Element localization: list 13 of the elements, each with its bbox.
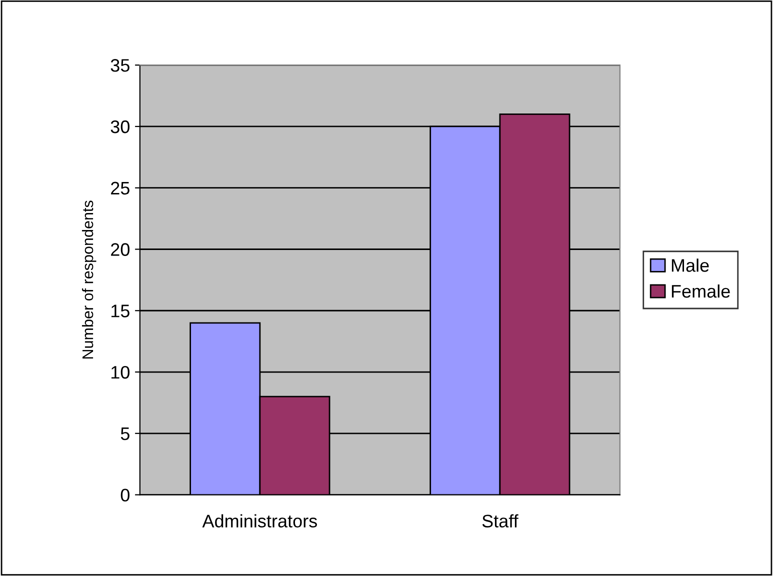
x-tick-label: Staff [482, 514, 518, 528]
y-tick-label: 20 [111, 243, 130, 256]
legend-label: Female [672, 284, 730, 298]
x-tick-label: Administrators [202, 514, 317, 528]
legend-label: Male [672, 258, 709, 272]
y-tick-label: 5 [120, 428, 130, 440]
y-axis-title: Number of respondents [82, 200, 96, 359]
y-tick-label: 35 [110, 59, 130, 72]
y-tick-label: 30 [110, 120, 130, 134]
y-tick-label: 25 [111, 182, 130, 195]
y-tick-label: 10 [111, 366, 130, 379]
y-tick-label: 0 [120, 488, 130, 502]
y-tick-label: 15 [111, 304, 130, 318]
